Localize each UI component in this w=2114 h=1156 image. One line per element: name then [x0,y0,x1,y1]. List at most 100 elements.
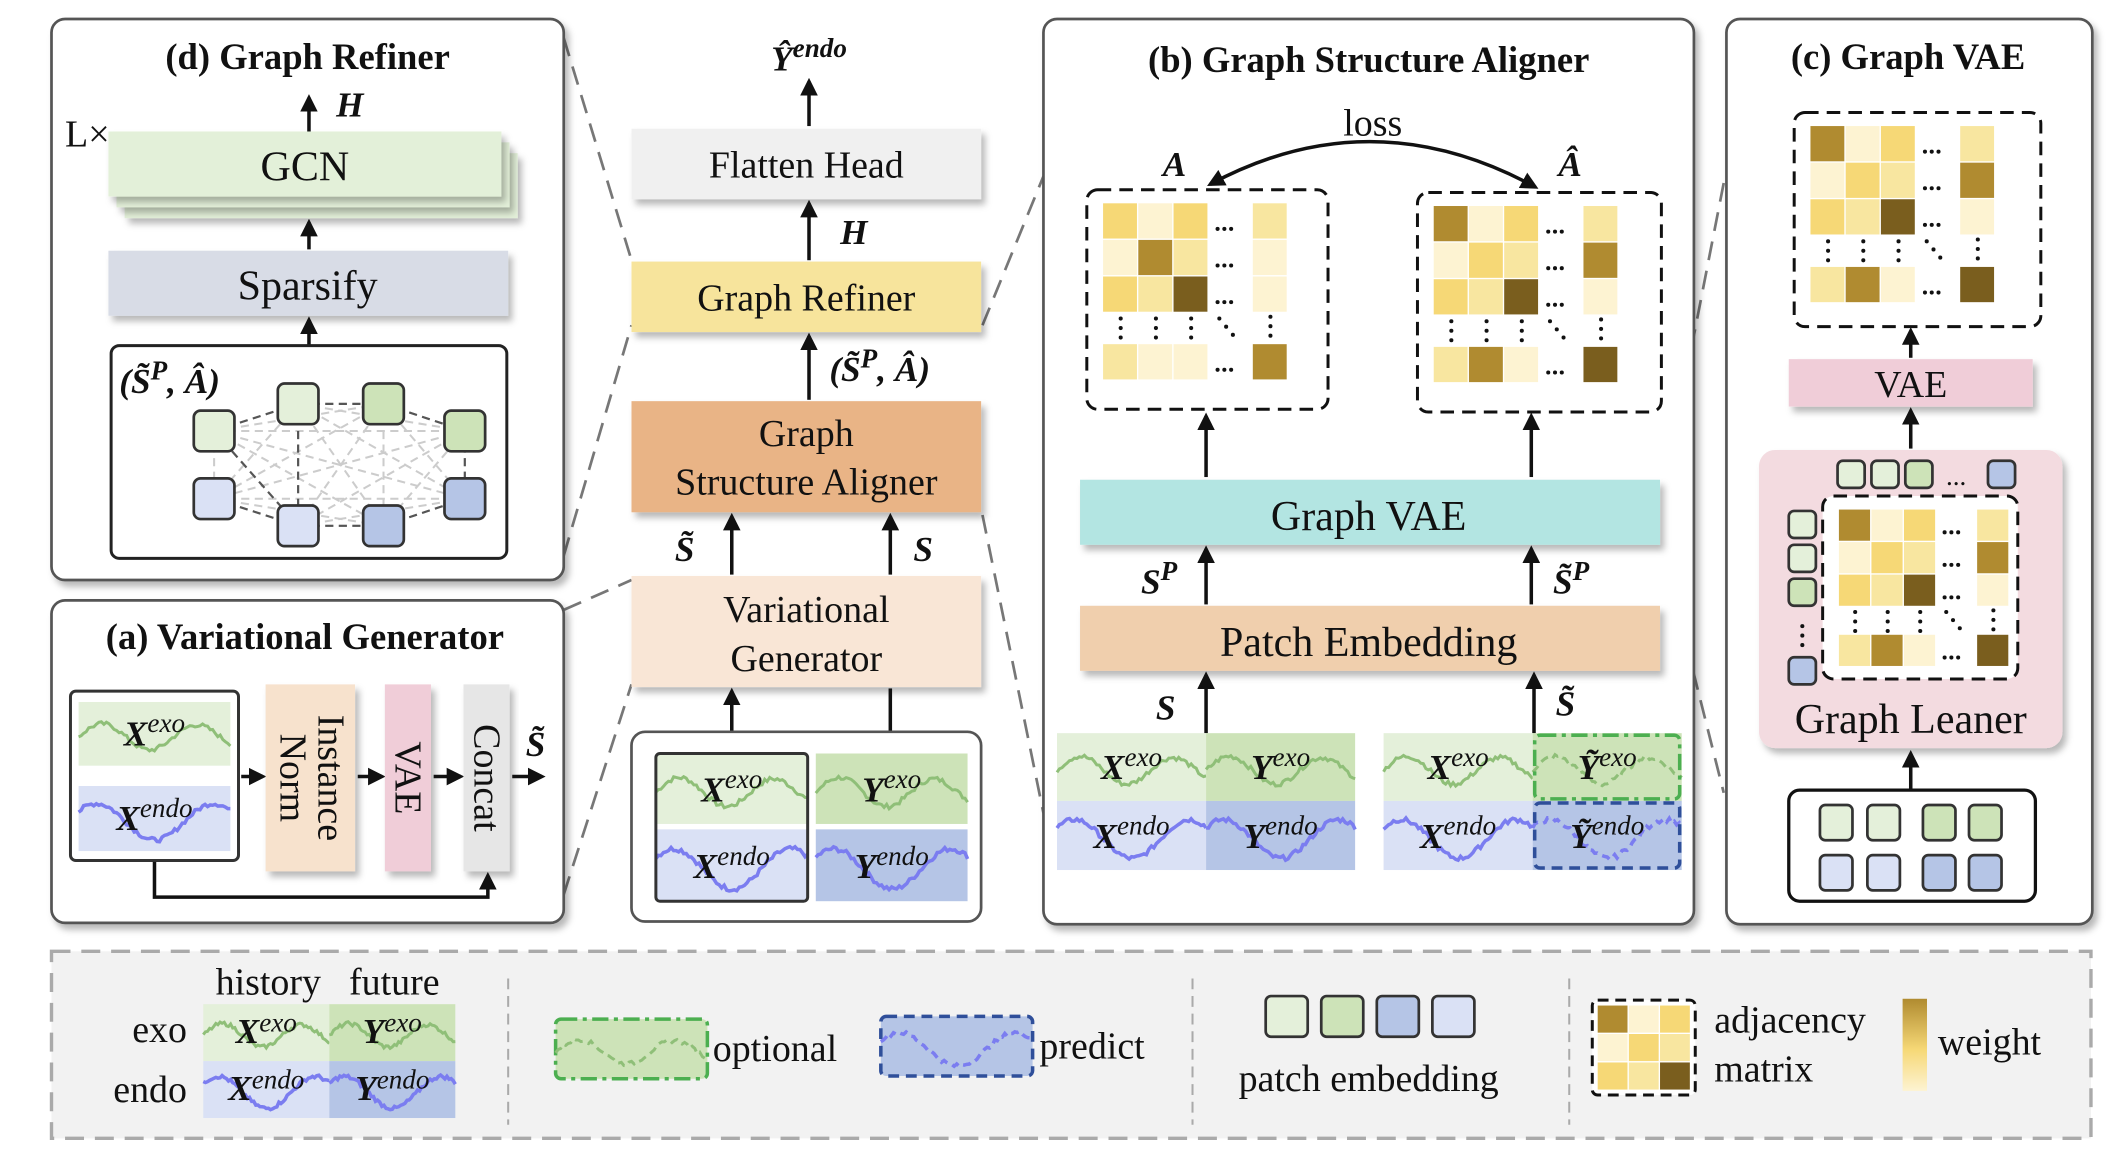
vg-label-line2: Generator [730,638,882,680]
matrix-cell [1433,279,1468,315]
patch-embedding [1866,803,1902,842]
flatten-head-block [631,128,982,200]
matrix-cell [1504,279,1539,315]
matrix-cell [1138,239,1173,276]
matrix-cell [1903,509,1936,541]
time-series-wave [1531,814,1684,862]
matrix-cell [1977,574,2009,606]
graph-refiner-label: Graph Refiner [697,277,915,319]
matrix-cell [1468,279,1503,315]
patch-embedding [1787,509,1818,540]
series-tile: Xexo [1055,733,1207,801]
series-tile: Yexo [329,1004,456,1062]
series-tile: Xexo [78,701,232,766]
matrix-cell [1880,266,1915,303]
series-label: Ỹexo [1578,742,1637,787]
matrix-cell [1628,1062,1659,1090]
matrix-cell [1583,279,1618,315]
time-series-wave [1055,816,1208,862]
matrix-cell [1871,634,1903,666]
time-series-wave [78,720,232,753]
patch-embedding [1319,994,1365,1039]
series-tile: Xendo [654,829,809,902]
panel-graph-vae: (c) Graph VAE VAE ... Graph Leaner [1725,17,2094,926]
matrix-cell [1810,162,1845,198]
matrix-cell [1871,542,1903,574]
series-label: Xexo [1100,742,1162,787]
series-label: Xexo [700,764,762,809]
matrix-cell [1103,239,1137,276]
series-label: Xendo [693,841,770,886]
time-series-wave [1382,753,1534,789]
adjacency-matrix-sample [1590,998,1697,1097]
matrix-cell [1252,276,1287,312]
s-label: S [913,530,933,569]
series-tile: Ỹendo [1531,800,1684,871]
matrix-cell [1103,276,1137,312]
graph-node [361,382,406,426]
matrix-cell [1903,634,1936,666]
graph-node [192,477,236,521]
panel-variational-generator: (a) Variational Generator Xexo Xendo Inst… [50,599,566,925]
series-tile: Yexo [814,753,969,824]
patch-embedding [1375,994,1421,1039]
matrix-cell [1838,634,1871,666]
matrix-cell [1468,242,1503,278]
series-tile: Xexo [1382,733,1534,801]
loss-label: loss [1343,103,1402,145]
h-label: H [839,213,869,252]
matrix-cell [1838,542,1871,574]
matrix-cell [1810,266,1845,303]
series-tile: Xendo [1055,800,1208,871]
matrix-cell [1504,242,1539,278]
legend-exo: exo [132,1009,187,1051]
graph-edge [297,430,466,527]
time-series-wave [554,1037,708,1068]
s-tilde-label: S̃ [1556,684,1576,724]
legend-history: history [216,962,321,1004]
matrix-cell [1960,126,1995,162]
matrix-cell [1433,346,1468,383]
matrix-cell [1903,542,1936,574]
graph-edge [213,429,466,500]
matrix-cell [1880,126,1915,162]
series-label: Ỹendo [1570,811,1644,856]
legend-optional: optional [713,1028,837,1070]
matrix-cell [1138,344,1173,380]
graph-leaner-label: Graph Leaner [1795,697,2027,743]
a-label: A [1161,145,1187,184]
vg-label-line1: Variational [723,589,889,631]
sparsify-block [108,250,509,316]
patch-embedding [1903,459,1934,490]
series-tile: Yendo [328,1061,457,1119]
time-series-wave [654,844,809,893]
series-tile: Yendo [1205,800,1357,871]
matrix-cell [1468,206,1503,242]
matrix-cell [1173,344,1208,380]
matrix-cell [1880,162,1915,198]
series-tile: Xexo [202,1004,331,1062]
matrix-cell [1903,574,1936,606]
patch-embedding [1787,577,1818,608]
matrix-cell [1252,239,1287,276]
adjacency-matrix [1415,190,1663,414]
gcn-block [108,131,502,197]
patch-embedding [1836,459,1867,490]
series-label: Xendo [1419,811,1496,856]
legend: history future exo endo Xexo Yexo Xendo Yen… [49,949,2093,1141]
repeat-label: L× [65,113,110,155]
instance-norm-label: InstanceNorm [272,715,352,841]
time-series-wave [814,774,969,812]
s-tilde-output: S̃ [526,725,546,765]
legend-future: future [349,962,440,1004]
series-tile: Xendo [202,1061,330,1119]
series-label: Xendo [227,1064,304,1107]
time-series-wave [654,774,808,810]
series-label: Yendo [355,1064,429,1107]
matrix-cell [1597,1034,1628,1062]
graph-node [276,382,320,426]
matrix-cell [1504,206,1539,242]
graph-nodes [192,382,487,548]
variational-generator-block [631,575,982,688]
series-label: Yexo [1251,742,1310,787]
